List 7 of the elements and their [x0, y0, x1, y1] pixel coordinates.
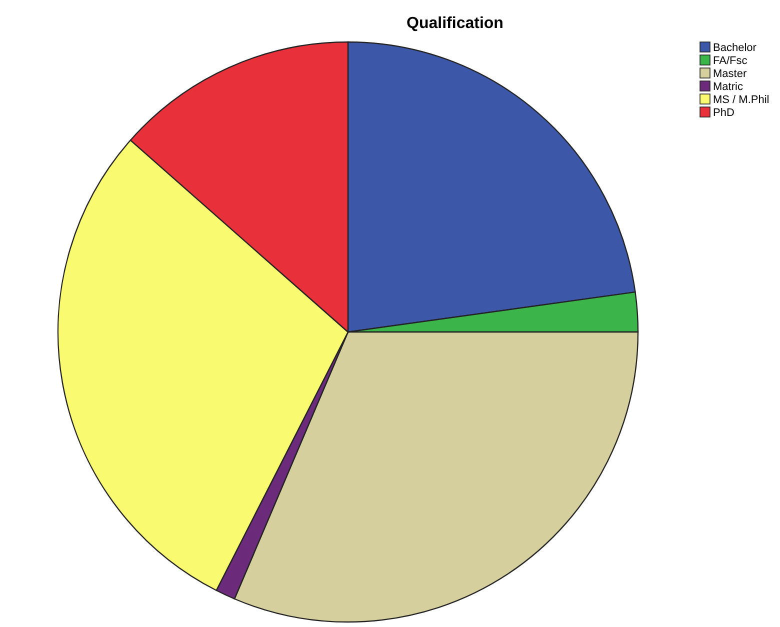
chart-title: Qualification: [406, 15, 504, 32]
legend-label: FA/Fsc: [713, 55, 748, 67]
legend-label: Bachelor: [713, 42, 757, 54]
legend-label: PhD: [713, 107, 734, 119]
legend-label: MS / M.Phil: [713, 94, 770, 106]
legend-label: Master: [713, 68, 747, 80]
legend-label: Matric: [713, 81, 744, 93]
